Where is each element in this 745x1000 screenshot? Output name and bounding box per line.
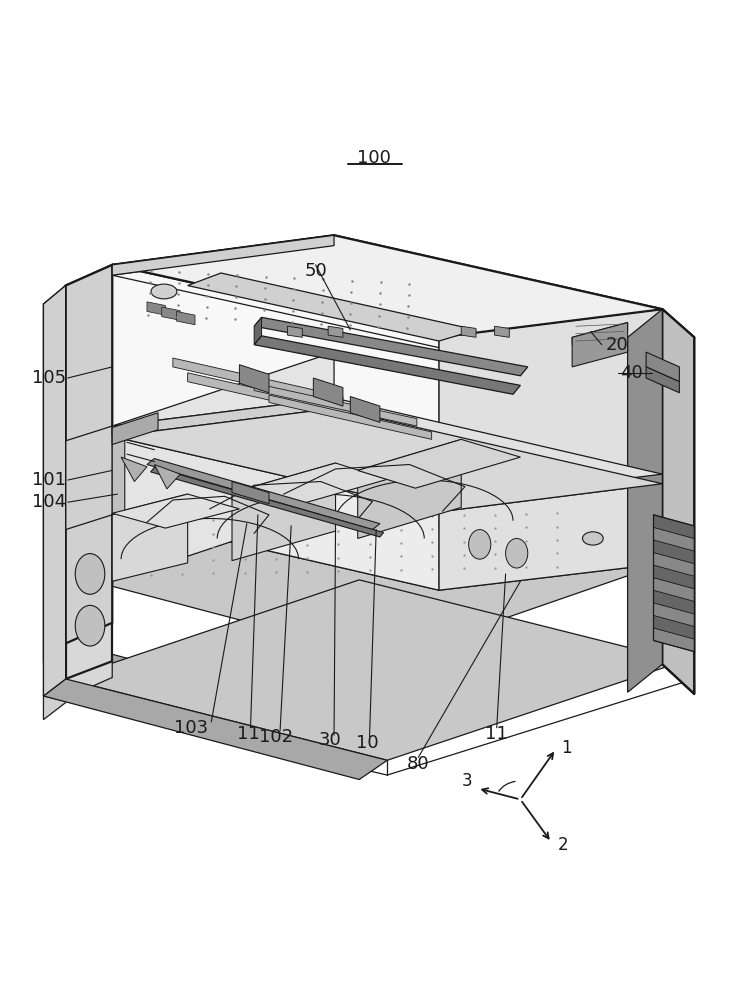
Polygon shape xyxy=(328,326,343,337)
Polygon shape xyxy=(232,482,269,504)
Polygon shape xyxy=(653,565,694,589)
Polygon shape xyxy=(188,373,358,420)
Ellipse shape xyxy=(469,530,491,559)
Polygon shape xyxy=(112,265,439,501)
Polygon shape xyxy=(112,408,662,512)
Polygon shape xyxy=(112,398,662,501)
Polygon shape xyxy=(150,467,384,537)
Polygon shape xyxy=(439,474,662,590)
Text: 11: 11 xyxy=(485,725,508,743)
Text: 1: 1 xyxy=(561,739,571,757)
Polygon shape xyxy=(653,515,694,538)
Polygon shape xyxy=(43,679,387,780)
Polygon shape xyxy=(269,395,431,439)
Text: 2: 2 xyxy=(557,836,568,854)
Polygon shape xyxy=(112,352,334,581)
Text: 50: 50 xyxy=(304,262,327,280)
Polygon shape xyxy=(177,311,195,325)
Polygon shape xyxy=(66,472,676,659)
Polygon shape xyxy=(439,309,662,501)
Polygon shape xyxy=(66,580,683,760)
Polygon shape xyxy=(239,365,269,393)
Polygon shape xyxy=(66,609,88,679)
Polygon shape xyxy=(112,413,158,445)
Polygon shape xyxy=(112,494,188,581)
Polygon shape xyxy=(653,527,694,551)
Polygon shape xyxy=(121,457,147,482)
Text: 3: 3 xyxy=(462,772,472,790)
Polygon shape xyxy=(646,367,679,393)
Polygon shape xyxy=(66,642,387,748)
Polygon shape xyxy=(43,679,66,720)
Polygon shape xyxy=(232,463,387,509)
Polygon shape xyxy=(147,459,380,530)
Polygon shape xyxy=(653,590,694,614)
Polygon shape xyxy=(653,628,694,652)
Polygon shape xyxy=(627,309,662,692)
Polygon shape xyxy=(188,273,476,341)
Polygon shape xyxy=(461,326,476,337)
Polygon shape xyxy=(572,323,627,345)
Polygon shape xyxy=(232,463,335,561)
Polygon shape xyxy=(66,574,88,626)
Polygon shape xyxy=(162,307,180,320)
Polygon shape xyxy=(112,235,334,275)
Polygon shape xyxy=(147,302,165,315)
Polygon shape xyxy=(653,603,694,626)
Polygon shape xyxy=(112,494,239,528)
Text: 100: 100 xyxy=(357,149,391,167)
Ellipse shape xyxy=(583,532,603,545)
Polygon shape xyxy=(112,398,334,436)
Polygon shape xyxy=(43,286,66,663)
Text: 80: 80 xyxy=(407,755,430,773)
Polygon shape xyxy=(254,383,417,426)
Polygon shape xyxy=(66,623,112,698)
Polygon shape xyxy=(288,326,302,337)
Text: 11: 11 xyxy=(237,725,260,743)
Polygon shape xyxy=(66,265,112,643)
Polygon shape xyxy=(662,309,694,694)
Polygon shape xyxy=(254,336,521,394)
Text: 20: 20 xyxy=(606,336,628,354)
Polygon shape xyxy=(572,323,627,367)
Polygon shape xyxy=(43,286,66,696)
Text: 102: 102 xyxy=(259,728,294,746)
Polygon shape xyxy=(358,439,461,538)
Polygon shape xyxy=(653,540,694,564)
Polygon shape xyxy=(254,317,261,345)
Polygon shape xyxy=(173,358,343,405)
Polygon shape xyxy=(662,309,694,694)
Text: 103: 103 xyxy=(174,719,209,737)
Ellipse shape xyxy=(506,538,527,568)
Text: 30: 30 xyxy=(319,731,342,749)
Ellipse shape xyxy=(651,355,673,367)
Polygon shape xyxy=(350,396,380,422)
Ellipse shape xyxy=(75,554,105,594)
Text: 105: 105 xyxy=(31,369,66,387)
Polygon shape xyxy=(112,425,124,515)
Polygon shape xyxy=(646,352,679,382)
Ellipse shape xyxy=(151,284,177,299)
Polygon shape xyxy=(653,615,694,639)
Ellipse shape xyxy=(75,605,105,646)
Polygon shape xyxy=(653,578,694,601)
Polygon shape xyxy=(112,487,662,590)
Polygon shape xyxy=(358,439,521,488)
Text: 101: 101 xyxy=(31,471,66,489)
Text: 104: 104 xyxy=(31,493,66,511)
Polygon shape xyxy=(112,426,439,590)
Polygon shape xyxy=(154,465,180,489)
Polygon shape xyxy=(653,553,694,576)
Polygon shape xyxy=(112,235,662,337)
Polygon shape xyxy=(66,426,112,530)
Polygon shape xyxy=(314,378,343,406)
Polygon shape xyxy=(495,326,510,337)
Polygon shape xyxy=(254,317,527,376)
Text: 40: 40 xyxy=(621,364,643,382)
Text: 10: 10 xyxy=(356,734,378,752)
